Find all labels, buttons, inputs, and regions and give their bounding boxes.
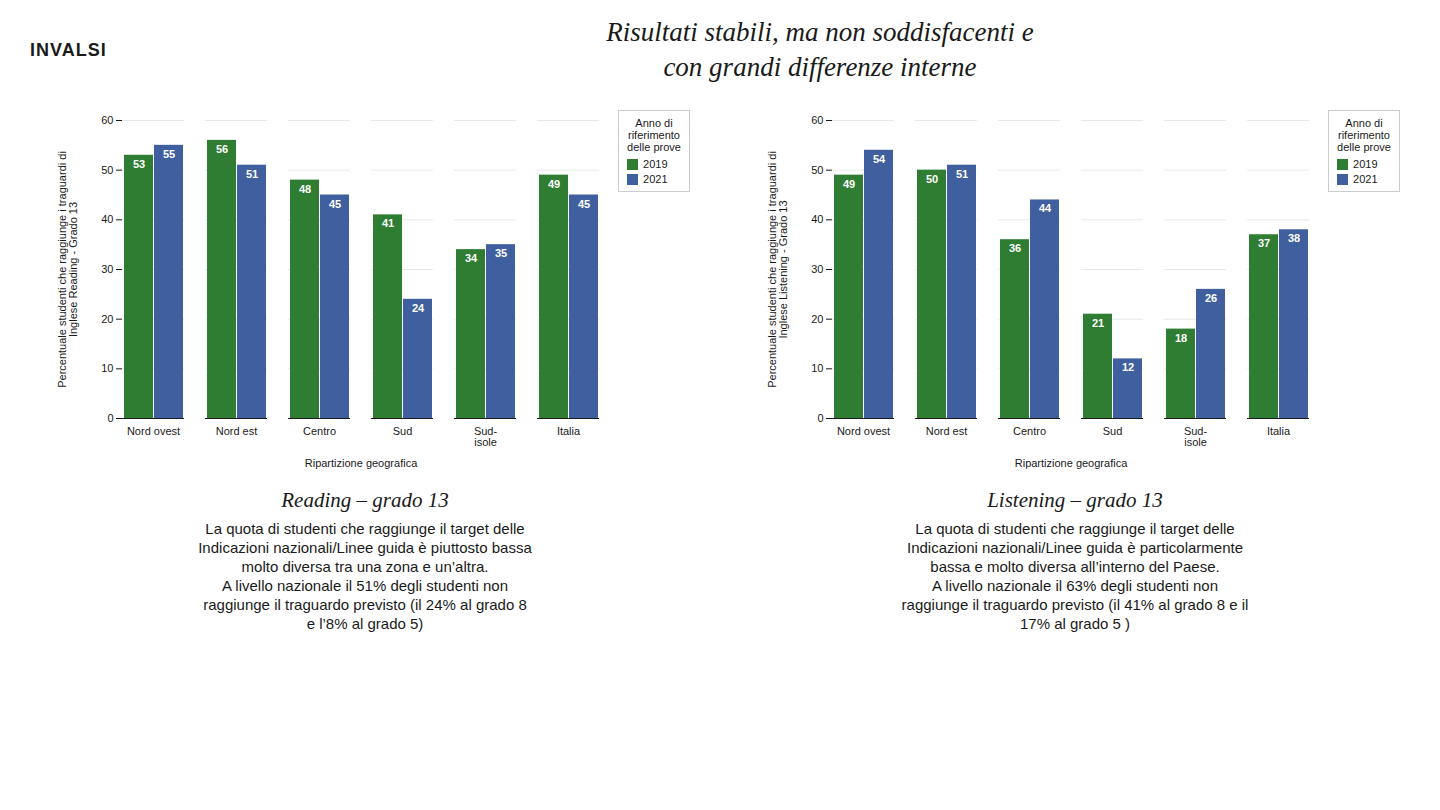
html-text:raggiunge il traguardo previst: raggiunge il traguardo previsto (il 24% …	[203, 596, 527, 613]
svg-text:53: 53	[133, 158, 145, 170]
html-text:bassa e molto diversa all’inte: bassa e molto diversa all’interno del Pa…	[930, 558, 1220, 575]
html-text:2019: 2019	[1353, 158, 1378, 170]
html-text:Listening – grado 13: Listening – grado 13	[987, 488, 1163, 512]
svg-text:10: 10	[811, 362, 823, 374]
svg-text:55: 55	[163, 148, 175, 160]
svg-text:20: 20	[101, 313, 113, 325]
html-text:La quota di studenti che raggi: La quota di studenti che raggiunge il ta…	[205, 520, 525, 537]
html-text:Reading – grado 13: Reading – grado 13	[281, 488, 449, 512]
html-text:2021: 2021	[1353, 173, 1378, 185]
html-text:Anno di riferimento delle prov: Anno di riferimento delle prove	[627, 117, 681, 153]
svg-text:Nord ovest: Nord ovest	[837, 425, 890, 437]
html-text:Risultati stabili, ma non sodd: Risultati stabili, ma non soddisfacenti …	[606, 16, 1034, 82]
html-text:Indicazioni nazionali/Linee gu: Indicazioni nazionali/Linee guida è piut…	[198, 539, 532, 556]
svg-text:60: 60	[811, 114, 823, 126]
svg-text:Sud-isole: Sud-isole	[474, 425, 498, 448]
svg-text:41: 41	[382, 217, 394, 229]
svg-text:Italia: Italia	[557, 425, 581, 437]
svg-text:37: 37	[1258, 237, 1270, 249]
svg-text:Sud: Sud	[1103, 425, 1123, 437]
svg-text:50: 50	[811, 164, 823, 176]
svg-text:18: 18	[1175, 332, 1187, 344]
svg-text:24: 24	[412, 302, 425, 314]
html-text:2019: 2019	[643, 158, 668, 170]
svg-text:38: 38	[1288, 232, 1300, 244]
svg-text:12: 12	[1122, 361, 1134, 373]
html-text:A livello nazionale il 63% deg: A livello nazionale il 63% degli student…	[932, 577, 1218, 594]
html-text:INVALSI: INVALSI	[30, 39, 107, 60]
svg-text:50: 50	[926, 173, 938, 185]
svg-text:Italia: Italia	[1267, 425, 1291, 437]
svg-text:20: 20	[811, 313, 823, 325]
svg-text:Sud-isole: Sud-isole	[1184, 425, 1208, 448]
html-text:raggiunge il traguardo previst: raggiunge il traguardo previsto (il 41% …	[901, 596, 1249, 613]
html-text:molto diversa tra una zona e u: molto diversa tra una zona e un’altra.	[241, 558, 489, 575]
html-text:La quota di studenti che raggi: La quota di studenti che raggiunge il ta…	[915, 520, 1235, 537]
svg-text:50: 50	[101, 164, 113, 176]
svg-text:51: 51	[956, 168, 968, 180]
svg-text:45: 45	[329, 198, 341, 210]
svg-text:Centro: Centro	[1013, 425, 1046, 437]
svg-text:54: 54	[873, 153, 886, 165]
svg-text:Ripartizione geografica: Ripartizione geografica	[305, 457, 418, 469]
svg-text:30: 30	[811, 263, 823, 275]
svg-text:0: 0	[107, 412, 113, 424]
svg-text:Percentuale studenti che raggi: Percentuale studenti che raggiunge i tra…	[766, 151, 789, 388]
html-text:2021: 2021	[643, 173, 668, 185]
html-text:e l’8% al grado 5): e l’8% al grado 5)	[306, 615, 424, 632]
svg-text:44: 44	[1039, 202, 1052, 214]
svg-text:21: 21	[1092, 317, 1104, 329]
svg-text:Nord est: Nord est	[926, 425, 968, 437]
svg-text:26: 26	[1205, 292, 1217, 304]
svg-text:Ripartizione geografica: Ripartizione geografica	[1015, 457, 1128, 469]
svg-text:Nord ovest: Nord ovest	[127, 425, 180, 437]
svg-text:36: 36	[1009, 242, 1021, 254]
html-text:Anno di riferimento delle prov: Anno di riferimento delle prove	[1337, 117, 1391, 153]
svg-text:45: 45	[578, 198, 590, 210]
svg-text:40: 40	[101, 213, 113, 225]
svg-text:Centro: Centro	[303, 425, 336, 437]
svg-text:34: 34	[465, 252, 478, 264]
svg-text:30: 30	[101, 263, 113, 275]
svg-text:40: 40	[811, 213, 823, 225]
svg-text:35: 35	[495, 247, 507, 259]
svg-text:Sud: Sud	[393, 425, 413, 437]
svg-text:10: 10	[101, 362, 113, 374]
html-text:Indicazioni nazionali/Linee gu: Indicazioni nazionali/Linee guida è part…	[907, 539, 1243, 556]
html-text:A livello nazionale il 51% deg: A livello nazionale il 51% degli student…	[222, 577, 508, 594]
svg-text:0: 0	[817, 412, 823, 424]
svg-text:Nord est: Nord est	[216, 425, 258, 437]
svg-text:49: 49	[548, 178, 560, 190]
svg-text:56: 56	[216, 143, 228, 155]
svg-text:48: 48	[299, 183, 311, 195]
svg-text:51: 51	[246, 168, 258, 180]
html-text:17% al grado 5 ): 17% al grado 5 )	[1020, 615, 1130, 632]
svg-text:Percentuale studenti che raggi: Percentuale studenti che raggiunge i tra…	[56, 151, 79, 388]
svg-text:49: 49	[843, 178, 855, 190]
svg-text:60: 60	[101, 114, 113, 126]
